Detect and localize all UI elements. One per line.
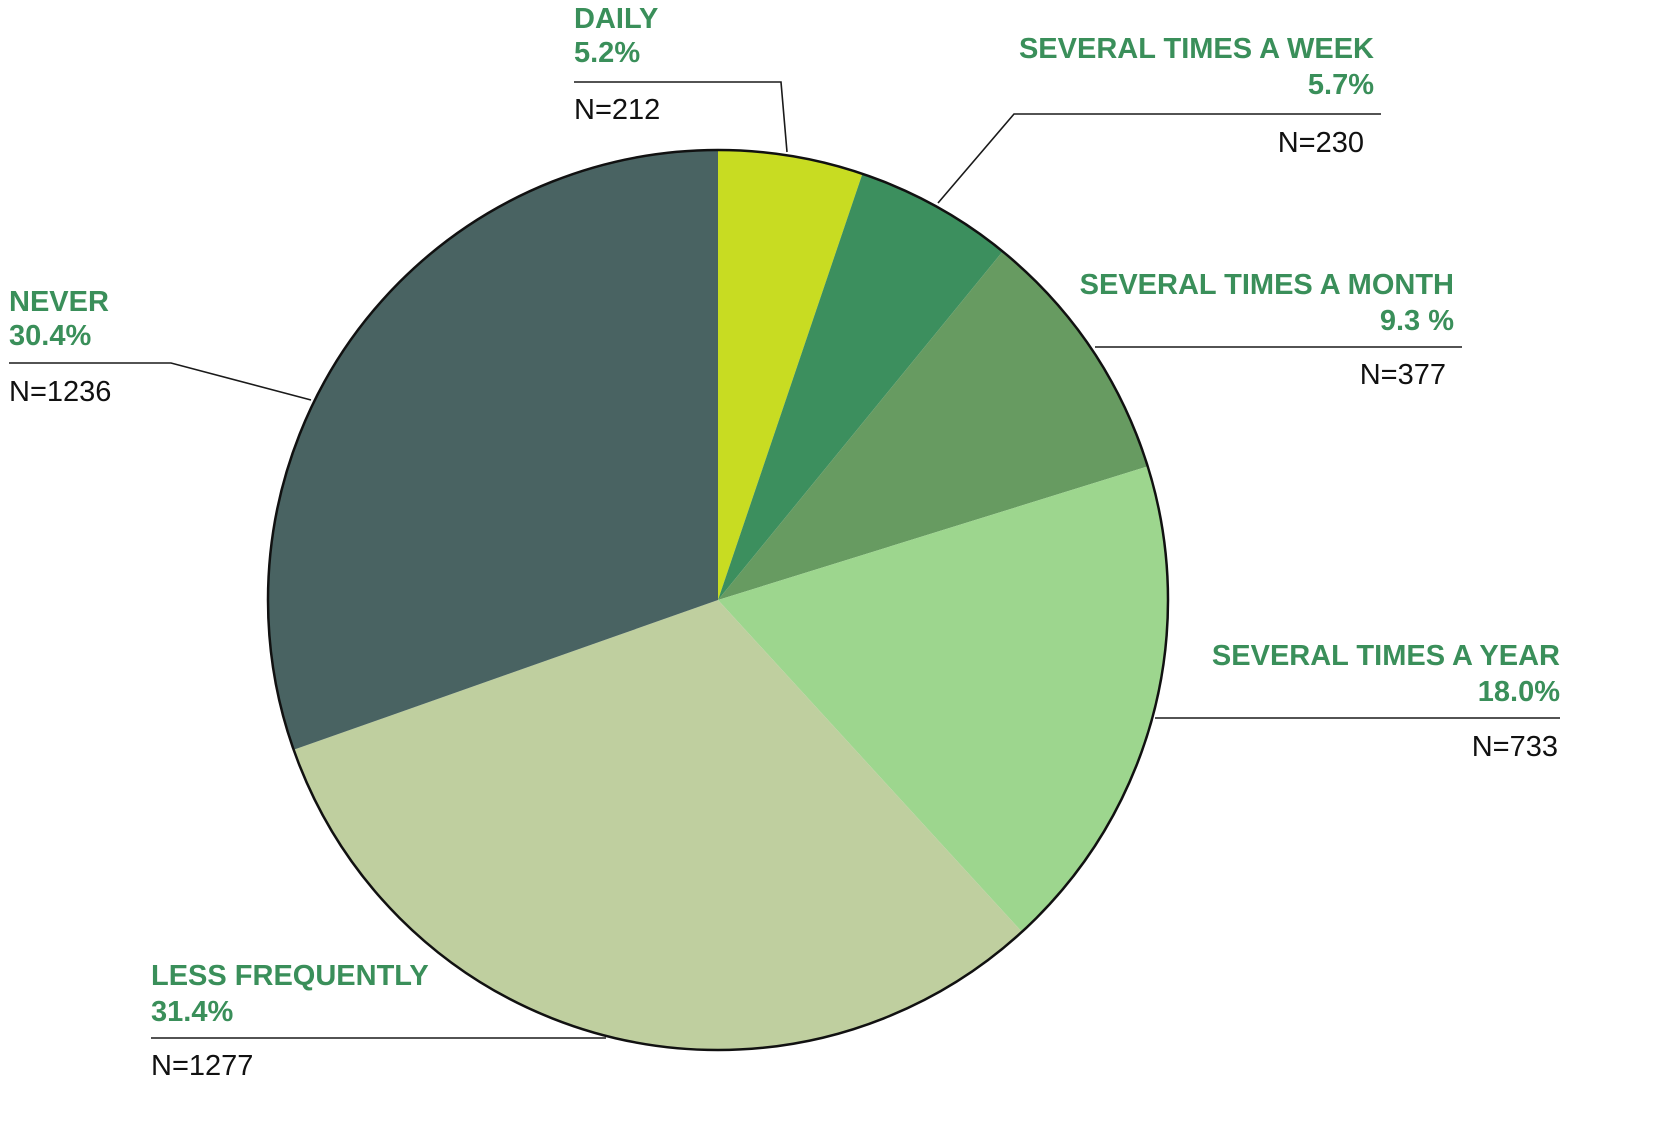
slice-n-week: N=230 (1278, 127, 1364, 159)
pie-slice-year (718, 466, 1169, 932)
slice-percent-month: 9.3 % (1380, 305, 1454, 337)
slice-percent-less-frequently: 31.4% (151, 996, 233, 1028)
slice-percent-never: 30.4% (9, 320, 91, 352)
slice-n-month: N=377 (1360, 359, 1446, 391)
slice-label-less-frequently: LESS FREQUENTLY (151, 960, 429, 992)
pie-slice-never (267, 150, 718, 750)
label-several-times-a-year: SEVERAL TIMES A YEAR 18.0% N=733 (1155, 640, 1560, 763)
pie-slice-month (718, 251, 1148, 600)
slice-label-never: NEVER (9, 286, 109, 318)
slice-percent-week: 5.7% (1308, 69, 1374, 101)
label-never: NEVER 30.4% N=1236 (9, 286, 312, 408)
slice-label-year: SEVERAL TIMES A YEAR (1212, 640, 1560, 672)
slice-percent-daily: 5.2% (574, 37, 640, 69)
slice-n-less-frequently: N=1277 (151, 1050, 253, 1082)
slice-n-year: N=733 (1472, 731, 1558, 763)
slice-label-month: SEVERAL TIMES A MONTH (1080, 269, 1454, 301)
slice-n-never: N=1236 (9, 376, 111, 408)
pie-slice-daily (718, 150, 863, 600)
label-less-frequently: LESS FREQUENTLY 31.4% N=1277 (151, 960, 606, 1082)
slice-label-daily: DAILY (574, 3, 658, 35)
label-several-times-a-week: SEVERAL TIMES A WEEK 5.7% N=230 (937, 33, 1381, 204)
slice-percent-year: 18.0% (1478, 676, 1560, 708)
pie-outline (266, 148, 1170, 1052)
slice-n-daily: N=212 (574, 94, 660, 126)
pie-slice-less-frequently (293, 600, 1022, 1051)
label-several-times-a-month: SEVERAL TIMES A MONTH 9.3 % N=377 (1080, 269, 1462, 391)
leader-line-week (937, 113, 1381, 204)
leader-line-never (9, 362, 312, 401)
label-daily: DAILY 5.2% N=212 (574, 3, 788, 153)
pie-slices (267, 150, 1169, 1051)
slice-label-week: SEVERAL TIMES A WEEK (1019, 33, 1374, 65)
pie-slice-week (718, 173, 1003, 600)
leader-line-daily (574, 81, 788, 153)
